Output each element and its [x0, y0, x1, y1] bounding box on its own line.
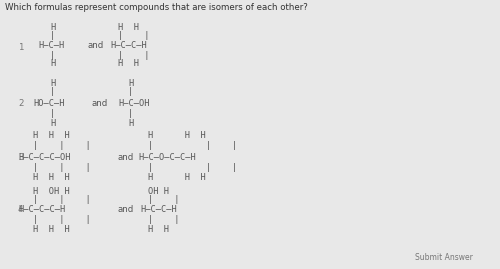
Text: |: | [128, 108, 133, 118]
Text: H–C–H: H–C–H [38, 41, 64, 51]
Text: H–C–OH: H–C–OH [118, 98, 150, 108]
Text: |    |    |: | | | [33, 164, 91, 172]
Text: |    |    |: | | | [33, 140, 91, 150]
Text: |    |: | | [148, 215, 180, 225]
Text: 3: 3 [18, 154, 24, 162]
Text: H  OH H: H OH H [33, 186, 70, 196]
Text: H–C–C–C–OH: H–C–C–C–OH [18, 154, 70, 162]
Text: H: H [128, 119, 133, 128]
Text: |: | [50, 108, 55, 118]
Text: H–C–C–H: H–C–C–H [140, 206, 177, 214]
Text: and: and [117, 206, 133, 214]
Text: 1: 1 [18, 44, 24, 52]
Text: |    |: | | [148, 196, 180, 204]
Text: |    |: | | [118, 31, 150, 41]
Text: H  H  H: H H H [33, 174, 70, 182]
Text: Which formulas represent compounds that are isomers of each other?: Which formulas represent compounds that … [5, 2, 308, 12]
Text: and: and [88, 41, 104, 51]
Text: H–C–C–C–H: H–C–C–C–H [18, 206, 65, 214]
Text: and: and [117, 154, 133, 162]
Text: |: | [50, 51, 55, 61]
Text: H  H  H: H H H [33, 132, 70, 140]
Text: H: H [50, 79, 55, 87]
Text: |: | [50, 87, 55, 95]
Text: |    |: | | [118, 51, 150, 61]
Text: H  H: H H [118, 59, 139, 69]
Text: H      H  H: H H H [148, 174, 206, 182]
Text: H: H [50, 23, 55, 33]
Text: |    |    |: | | | [33, 196, 91, 204]
Text: H: H [50, 59, 55, 69]
Text: OH H: OH H [148, 186, 169, 196]
Text: and: and [92, 98, 108, 108]
Text: |    |    |: | | | [33, 215, 91, 225]
Text: HO–C–H: HO–C–H [33, 98, 64, 108]
Text: |          |    |: | | | [148, 140, 238, 150]
Text: H  H: H H [118, 23, 139, 33]
Text: |: | [50, 31, 55, 41]
Text: H  H: H H [148, 225, 169, 235]
Text: H: H [50, 119, 55, 128]
Text: H–C–O–C–C–H: H–C–O–C–C–H [138, 154, 196, 162]
Text: 2: 2 [18, 98, 24, 108]
Text: |          |    |: | | | [148, 164, 238, 172]
Text: H: H [128, 79, 133, 87]
Text: H  H  H: H H H [33, 225, 70, 235]
Text: 4: 4 [18, 206, 24, 214]
Text: |: | [128, 87, 133, 95]
Text: H      H  H: H H H [148, 132, 206, 140]
Text: Submit Answer: Submit Answer [415, 253, 473, 263]
Text: H–C–C–H: H–C–C–H [110, 41, 147, 51]
